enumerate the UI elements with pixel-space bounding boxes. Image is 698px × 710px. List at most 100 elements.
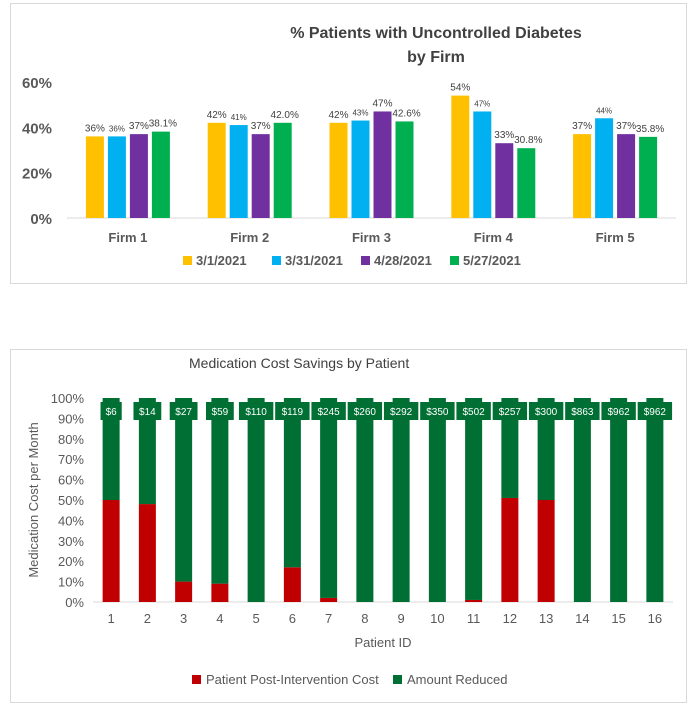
x-tick-label: 2 <box>144 611 151 626</box>
bar-post-intervention-cost <box>320 597 338 602</box>
top-label-box <box>565 402 600 420</box>
bar <box>129 134 148 218</box>
y-tick-label: 60% <box>22 75 52 92</box>
bar-amount-reduced <box>610 398 628 602</box>
legend-swatch <box>393 675 402 684</box>
top-label-box <box>601 402 636 420</box>
x-tick-label: Firm 1 <box>108 230 147 245</box>
y-tick-label: 70% <box>58 452 84 467</box>
y-tick-label: 40% <box>22 120 52 137</box>
top-label: $863 <box>571 407 594 418</box>
y-tick-label: 60% <box>58 473 84 488</box>
x-tick-label: 10 <box>430 611 444 626</box>
bar <box>151 131 170 218</box>
bar <box>107 136 126 218</box>
bar <box>395 121 414 218</box>
y-tick-label: 0% <box>30 211 52 228</box>
top-label-box <box>205 402 234 420</box>
legend-label: 3/1/2021 <box>196 253 247 268</box>
bar-amount-reduced <box>356 398 374 602</box>
top-label-box <box>169 402 198 420</box>
legend-swatch <box>192 675 201 684</box>
legend-label: 3/31/2021 <box>285 253 343 268</box>
bar-post-intervention-cost <box>283 567 301 602</box>
y-tick-label: 100% <box>51 391 85 406</box>
x-tick-label: 5 <box>253 611 260 626</box>
bar-amount-reduced <box>573 398 591 602</box>
bar <box>451 95 470 218</box>
top-label-box <box>100 402 122 420</box>
x-tick-label: 13 <box>539 611 553 626</box>
data-label: 37% <box>251 121 271 132</box>
bar-amount-reduced <box>646 398 664 602</box>
data-label: 33% <box>494 130 514 141</box>
top-label: $110 <box>245 407 267 418</box>
bar-amount-reduced <box>537 398 555 500</box>
bar-post-intervention-cost <box>465 599 483 602</box>
chart-title-line: % Patients with Uncontrolled Diabetes <box>290 25 582 42</box>
top-label: $350 <box>426 407 449 418</box>
x-tick-label: 12 <box>503 611 517 626</box>
bar-amount-reduced <box>102 398 120 500</box>
data-label: 47% <box>474 99 490 108</box>
y-tick-label: 80% <box>58 432 84 447</box>
top-label-box <box>133 402 162 420</box>
bar <box>573 134 592 218</box>
legend-swatch <box>183 256 192 265</box>
data-label: 42.0% <box>271 110 299 121</box>
bar <box>495 143 514 218</box>
top-label-box <box>311 402 346 420</box>
top-label-box <box>383 402 419 420</box>
data-label: 42.6% <box>392 108 420 119</box>
bar-amount-reduced <box>211 398 229 584</box>
data-label: 42% <box>207 110 227 121</box>
x-tick-label: 11 <box>467 611 481 626</box>
y-tick-label: 0% <box>65 595 84 610</box>
bar <box>639 136 658 218</box>
top-label: $300 <box>535 407 558 418</box>
y-axis-title: Medication Cost per Month <box>26 422 41 577</box>
legend-label: Amount Reduced <box>407 672 507 687</box>
bar <box>251 134 270 218</box>
data-label: 38.1% <box>149 119 177 130</box>
bar <box>329 122 348 218</box>
legend-label: 5/27/2021 <box>463 253 521 268</box>
x-tick-label: 1 <box>108 611 115 626</box>
bar <box>229 125 248 218</box>
x-tick-label: 8 <box>361 611 368 626</box>
top-label-box <box>528 402 564 420</box>
legend-label: Patient Post-Intervention Cost <box>206 672 379 687</box>
y-tick-label: 40% <box>58 513 84 528</box>
top-label: $59 <box>212 407 229 418</box>
bar-amount-reduced <box>320 398 338 598</box>
legend-swatch <box>272 256 281 265</box>
bar <box>617 134 636 218</box>
top-label-box <box>238 402 274 420</box>
medication-cost-savings-chart: Medication Cost Savings by Patient 0% 10% 2… <box>26 355 673 687</box>
top-label: $502 <box>463 407 486 418</box>
data-label: 43% <box>352 109 368 118</box>
data-label: 37% <box>616 121 636 132</box>
bar <box>473 111 492 218</box>
bar-amount-reduced <box>247 398 265 602</box>
bar-amount-reduced <box>175 398 193 582</box>
top-label: $257 <box>499 407 522 418</box>
bar <box>85 136 104 218</box>
top-label-box <box>347 402 383 420</box>
x-tick-label: 7 <box>325 611 332 626</box>
chart-title-line: by Firm <box>407 49 465 66</box>
bar <box>351 120 370 218</box>
y-tick-label: 20% <box>58 554 84 569</box>
top-label: $6 <box>106 407 118 418</box>
top-label-box <box>637 402 673 420</box>
bar-post-intervention-cost <box>175 581 193 602</box>
x-tick-label: 6 <box>289 611 296 626</box>
x-tick-label: Firm 2 <box>230 230 269 245</box>
bar-post-intervention-cost <box>138 504 156 602</box>
data-label: 30.8% <box>514 135 542 146</box>
bar-amount-reduced <box>392 398 410 602</box>
x-tick-label: Firm 5 <box>596 230 635 245</box>
bar <box>273 122 292 218</box>
data-label: 47% <box>372 98 392 109</box>
top-label: $245 <box>318 407 341 418</box>
